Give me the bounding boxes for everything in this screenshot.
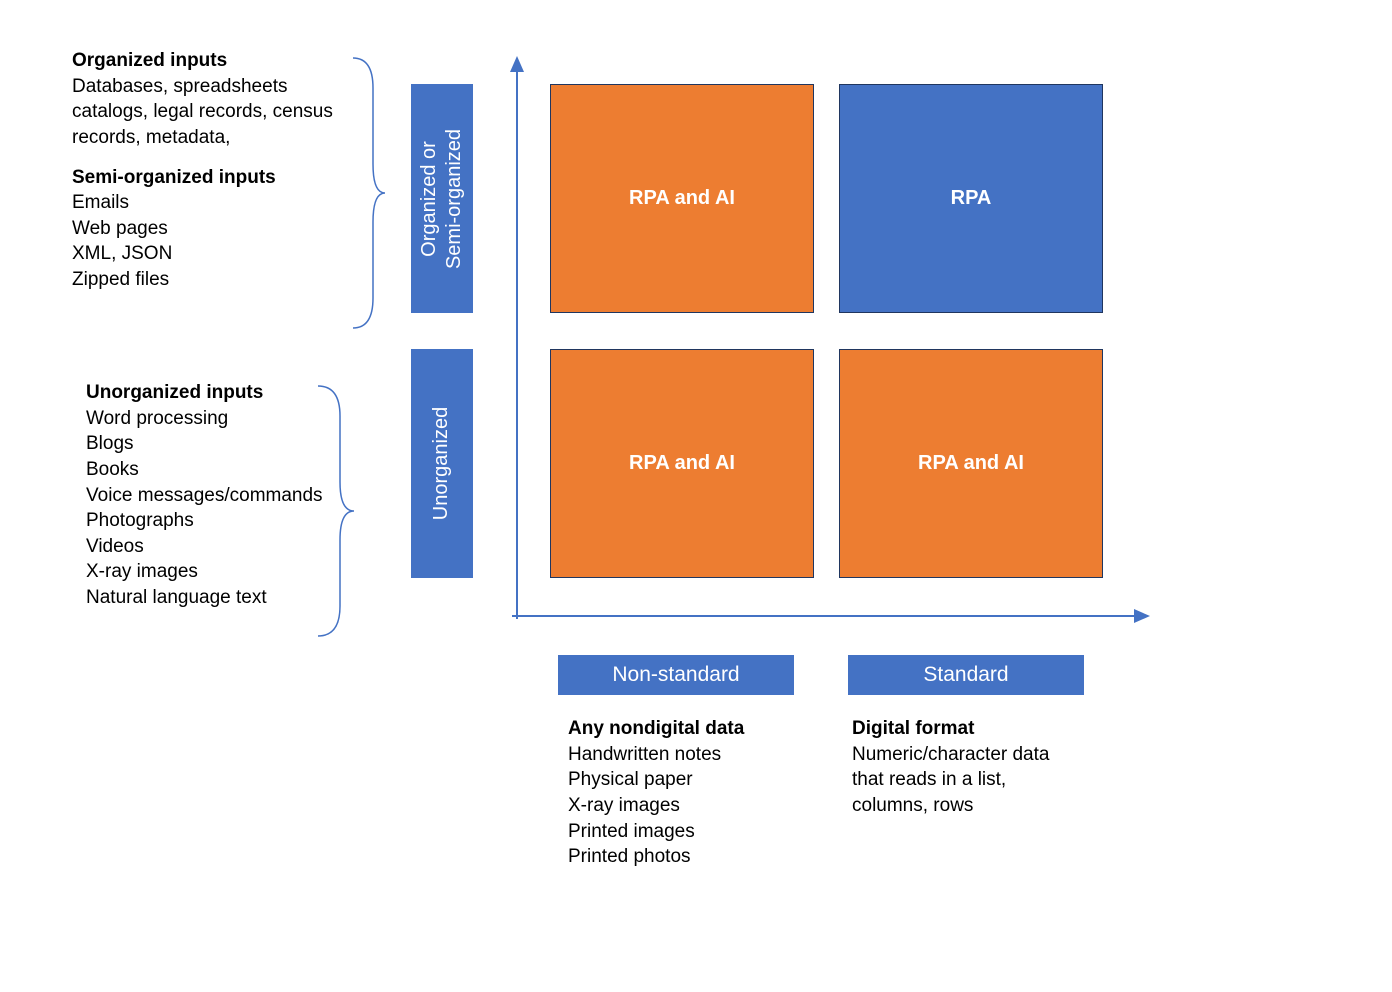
quadrant-top-left-label: RPA and AI — [629, 187, 735, 210]
nonstandard-item: X-ray images — [568, 793, 798, 819]
left-annotation-unorganized: Unorganized inputs Word processing Blogs… — [86, 380, 346, 611]
quadrant-bot-left-label: RPA and AI — [629, 452, 735, 475]
y-axis-bottom-block: Unorganized — [411, 349, 473, 578]
standard-body: Numeric/character data that reads in a l… — [852, 742, 1072, 819]
quadrant-top-right: RPA — [839, 84, 1103, 313]
semi-organized-item: Web pages — [72, 216, 342, 242]
unorganized-item: Voice messages/commands — [86, 483, 346, 509]
bottom-annotation-standard: Digital format Numeric/character data th… — [852, 716, 1072, 819]
organized-heading: Organized inputs — [72, 48, 342, 74]
x-axis-left-label: Non-standard — [612, 663, 739, 687]
y-axis-top-block: Organized or Semi-organized — [411, 84, 473, 313]
left-annotation-organized: Organized inputs Databases, spreadsheets… — [72, 48, 342, 293]
unorganized-heading: Unorganized inputs — [86, 380, 346, 406]
semi-organized-item: Emails — [72, 190, 342, 216]
unorganized-item: Natural language text — [86, 585, 346, 611]
x-axis-line — [512, 615, 1136, 617]
x-axis-left-label-box: Non-standard — [558, 655, 794, 695]
nonstandard-item: Physical paper — [568, 767, 798, 793]
bracket-bottom-icon — [310, 382, 354, 640]
quadrant-top-left: RPA and AI — [550, 84, 814, 313]
x-axis-arrow-icon — [1132, 607, 1150, 625]
quadrant-diagram: Organized inputs Databases, spreadsheets… — [0, 0, 1392, 992]
y-axis-line — [516, 70, 518, 619]
semi-organized-item: XML, JSON — [72, 241, 342, 267]
y-axis-arrow-icon — [508, 56, 526, 74]
quadrant-bot-right: RPA and AI — [839, 349, 1103, 578]
unorganized-item: X-ray images — [86, 559, 346, 585]
nonstandard-item: Handwritten notes — [568, 742, 798, 768]
y-axis-top-line1: Organized or — [418, 141, 440, 257]
standard-heading: Digital format — [852, 716, 1072, 742]
unorganized-item: Books — [86, 457, 346, 483]
nonstandard-heading: Any nondigital data — [568, 716, 798, 742]
unorganized-item: Videos — [86, 534, 346, 560]
quadrant-top-right-label: RPA — [951, 187, 992, 210]
semi-organized-heading: Semi-organized inputs — [72, 165, 342, 191]
bracket-top-icon — [345, 54, 385, 332]
quadrant-bot-right-label: RPA and AI — [918, 452, 1024, 475]
unorganized-item: Blogs — [86, 431, 346, 457]
y-axis-top-line2: Semi-organized — [443, 128, 465, 268]
unorganized-item: Word processing — [86, 406, 346, 432]
nonstandard-item: Printed photos — [568, 844, 798, 870]
nonstandard-item: Printed images — [568, 819, 798, 845]
x-axis-right-label: Standard — [923, 663, 1008, 687]
quadrant-bot-left: RPA and AI — [550, 349, 814, 578]
semi-organized-item: Zipped files — [72, 267, 342, 293]
y-axis-bottom-label: Unorganized — [431, 407, 453, 520]
bottom-annotation-nonstandard: Any nondigital data Handwritten notes Ph… — [568, 716, 798, 870]
x-axis-right-label-box: Standard — [848, 655, 1084, 695]
unorganized-item: Photographs — [86, 508, 346, 534]
organized-body: Databases, spreadsheets catalogs, legal … — [72, 74, 342, 151]
